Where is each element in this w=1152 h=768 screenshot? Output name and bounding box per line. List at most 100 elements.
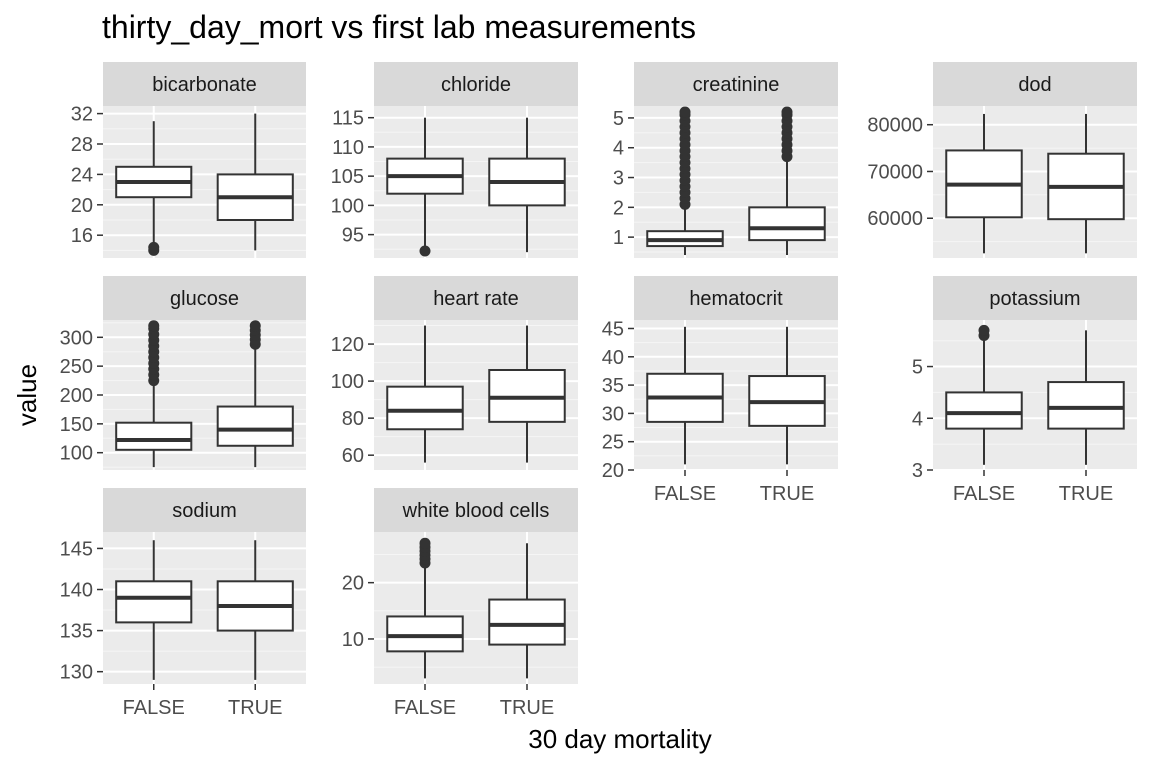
x-tick-label: FALSE bbox=[953, 483, 1015, 505]
y-tick-label: 60 bbox=[342, 445, 364, 467]
x-tick-label: TRUE bbox=[1059, 483, 1113, 505]
y-tick-label: 80 bbox=[342, 408, 364, 430]
box-iqr bbox=[115, 421, 193, 451]
y-tick-label: 20 bbox=[342, 573, 364, 595]
y-tick-label: 16 bbox=[71, 225, 93, 247]
y-tick-label: 200 bbox=[60, 385, 93, 407]
facet-strip-label: sodium bbox=[172, 500, 236, 522]
y-tick-label: 95 bbox=[342, 225, 364, 247]
x-tick-label: TRUE bbox=[760, 483, 814, 505]
y-tick-label: 24 bbox=[71, 164, 93, 186]
y-tick-label: 20 bbox=[71, 195, 93, 217]
facet-strip bbox=[374, 62, 578, 106]
y-tick-label: 1 bbox=[613, 227, 624, 249]
box-iqr bbox=[115, 580, 193, 624]
y-tick-label: 2 bbox=[613, 197, 624, 219]
box-true bbox=[748, 106, 826, 256]
box-false bbox=[386, 537, 464, 679]
x-axis-title: 30 day mortality bbox=[528, 724, 712, 754]
y-tick-label: 25 bbox=[602, 432, 624, 454]
x-tick-label: FALSE bbox=[394, 697, 456, 719]
facet-strip-label: white blood cells bbox=[402, 500, 550, 522]
x-tick-label: FALSE bbox=[654, 483, 716, 505]
y-tick-label: 100 bbox=[331, 195, 364, 217]
outlier-point bbox=[419, 245, 431, 257]
y-tick-label: 300 bbox=[60, 327, 93, 349]
y-axis-title: value bbox=[12, 364, 42, 426]
y-tick-label: 105 bbox=[331, 166, 364, 188]
box-iqr bbox=[1047, 381, 1125, 430]
box-iqr bbox=[216, 405, 294, 447]
y-tick-label: 80000 bbox=[867, 115, 923, 137]
facet-strip-label: potassium bbox=[989, 288, 1080, 310]
box-iqr bbox=[386, 615, 464, 653]
y-tick-label: 110 bbox=[332, 137, 364, 159]
facet-strip-label: bicarbonate bbox=[152, 74, 257, 96]
y-tick-label: 3 bbox=[613, 168, 624, 190]
y-tick-label: 45 bbox=[602, 318, 624, 340]
y-tick-label: 130 bbox=[60, 662, 93, 684]
facet-strip-label: chloride bbox=[441, 74, 511, 96]
y-tick-label: 100 bbox=[331, 371, 364, 393]
box-false bbox=[115, 121, 193, 256]
outlier-point bbox=[148, 320, 160, 332]
outlier-point bbox=[249, 320, 261, 332]
outlier-point bbox=[148, 241, 160, 253]
box-false bbox=[945, 324, 1023, 465]
box-false bbox=[646, 106, 724, 256]
box-false bbox=[646, 326, 724, 465]
y-tick-label: 32 bbox=[71, 104, 93, 126]
y-tick-label: 60000 bbox=[867, 208, 923, 230]
box-false bbox=[115, 320, 193, 468]
box-iqr bbox=[748, 206, 826, 242]
y-tick-label: 4 bbox=[912, 408, 923, 430]
y-tick-label: 20 bbox=[602, 460, 624, 482]
box-true bbox=[216, 540, 294, 680]
facet-strip-label: heart rate bbox=[433, 288, 519, 310]
facet-bicarbonate: bicarbonate 16 20 24 28 32 bbox=[71, 62, 306, 258]
box-iqr bbox=[386, 385, 464, 431]
outlier-point bbox=[781, 106, 793, 118]
facet-chloride: chloride 95 100 105 110 115 bbox=[331, 62, 578, 258]
y-tick-label: 30 bbox=[602, 403, 624, 425]
facet-strip-label: hematocrit bbox=[689, 288, 783, 310]
box-true bbox=[216, 320, 294, 468]
facet-strip bbox=[103, 276, 306, 320]
facet-strip bbox=[374, 276, 578, 320]
facet-strip bbox=[933, 62, 1137, 106]
box-true bbox=[1047, 113, 1125, 254]
y-tick-label: 5 bbox=[613, 108, 624, 130]
y-tick-label: 35 bbox=[602, 375, 624, 397]
facet-panels: bicarbonate1620242832chloride95100105110… bbox=[60, 62, 1137, 719]
y-tick-label: 120 bbox=[331, 334, 364, 356]
facet-strip bbox=[103, 488, 306, 532]
facet-strip bbox=[634, 276, 838, 320]
box-true bbox=[748, 326, 826, 465]
facet-potassium: potassium 3 4 5 FALSE TRUE bbox=[912, 276, 1137, 505]
y-tick-label: 3 bbox=[912, 460, 923, 482]
outlier-point bbox=[419, 537, 431, 549]
facet-glucose: glucose 100 150 200 250 300 bbox=[60, 276, 306, 470]
y-tick-label: 135 bbox=[60, 621, 93, 643]
x-tick-label: TRUE bbox=[228, 697, 282, 719]
y-tick-label: 4 bbox=[613, 138, 624, 160]
facet-strip bbox=[634, 62, 838, 106]
box-true bbox=[488, 117, 566, 253]
chart-title: thirty_day_mort vs first lab measurement… bbox=[102, 9, 696, 45]
facet-strip-label: creatinine bbox=[693, 74, 780, 96]
y-tick-label: 10 bbox=[342, 629, 364, 651]
facet-sodium: sodium 130 135 140 145 FALSE TRUE bbox=[60, 488, 306, 719]
facet-creatinine: creatinine 1 2 3 4 5 bbox=[613, 62, 838, 258]
y-tick-label: 115 bbox=[332, 108, 364, 130]
facet-strip-label: glucose bbox=[170, 288, 239, 310]
x-tick-label: FALSE bbox=[123, 697, 185, 719]
box-false bbox=[386, 117, 464, 257]
y-tick-label: 5 bbox=[912, 357, 923, 379]
y-tick-label: 145 bbox=[60, 538, 93, 560]
facet-white-blood-cells: white blood cells 10 20 FALSE TRUE bbox=[342, 488, 578, 719]
y-tick-label: 140 bbox=[60, 580, 93, 602]
y-tick-label: 100 bbox=[60, 443, 93, 465]
box-iqr bbox=[488, 598, 566, 646]
box-false bbox=[386, 325, 464, 463]
